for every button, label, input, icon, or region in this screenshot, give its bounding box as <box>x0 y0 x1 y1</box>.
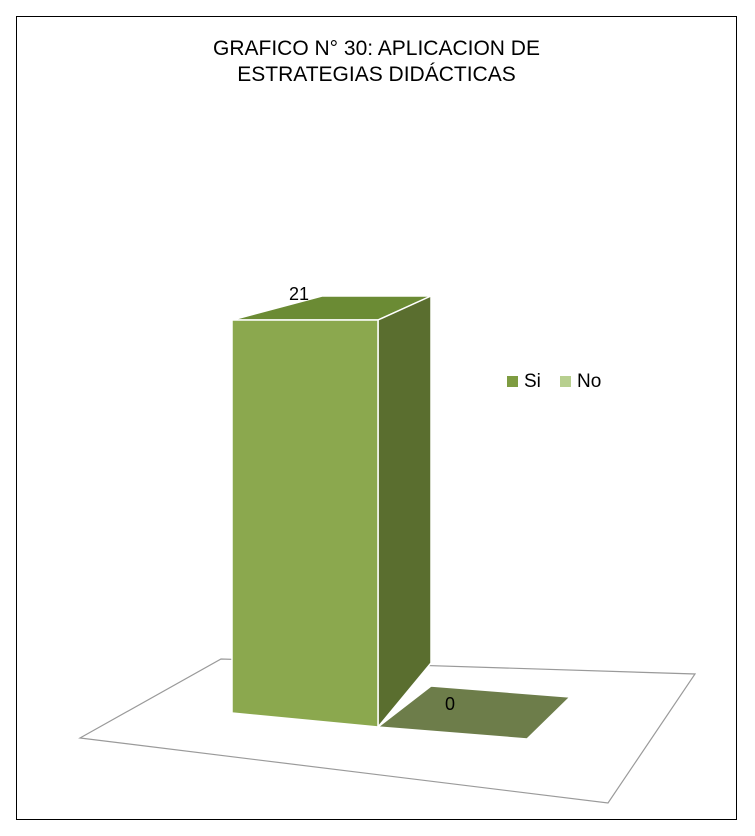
data-label-si: 21 <box>289 284 309 304</box>
chart-title: GRAFICO N° 30: APLICACION DE ESTRATEGIAS… <box>213 37 540 86</box>
bar-si-front <box>231 319 379 728</box>
legend-swatch-si <box>507 376 518 387</box>
legend-label-si: Si <box>524 371 541 392</box>
bar-si-side <box>377 295 432 728</box>
bars-group <box>231 295 571 740</box>
legend: Si No <box>507 371 601 392</box>
bar-no-base <box>377 685 571 740</box>
data-label-no: 0 <box>445 694 455 714</box>
legend-label-no: No <box>577 371 601 392</box>
data-labels-group: 21 0 <box>289 284 455 714</box>
legend-swatch-no <box>560 376 571 387</box>
